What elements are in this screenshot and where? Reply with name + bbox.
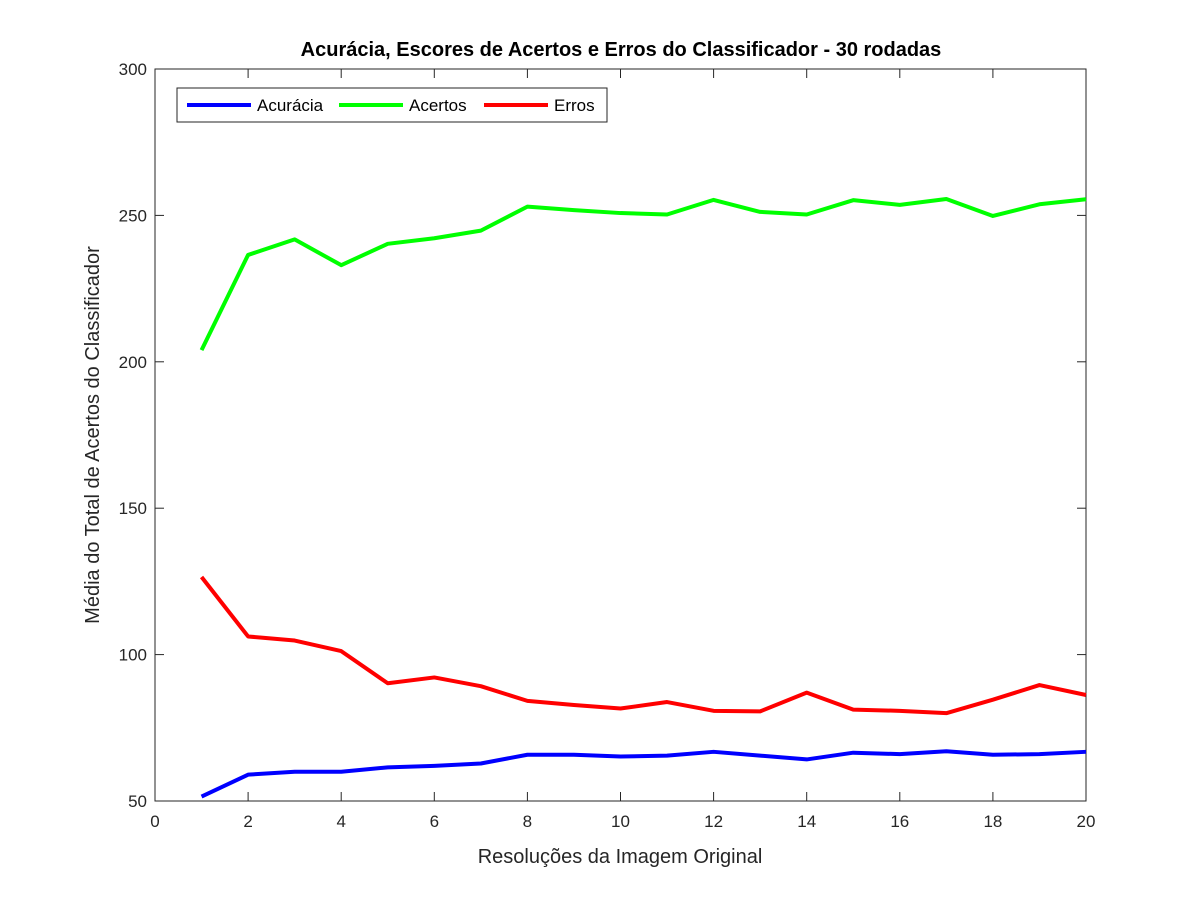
x-tick-label: 14 [797,812,816,831]
x-tick-label: 18 [983,812,1002,831]
x-tick-label: 12 [704,812,723,831]
legend: Acurácia Acertos Erros [176,87,608,123]
axes-box [154,68,1087,802]
legend-label-acuracia: Acurácia [257,96,324,115]
y-tick-label: 100 [119,646,147,665]
ticks-layer: 0 2 4 6 8 10 12 14 16 18 20 50 100 150 200 250 300 [119,60,1096,831]
x-tick-label: 6 [430,812,439,831]
series-line-acertos [199,197,1087,351]
plot-area: 0 2 4 6 8 10 12 14 16 18 20 50 100 150 200 250 300 [119,60,1096,831]
legend-label-acertos: Acertos [409,96,467,115]
x-tick-label: 2 [243,812,252,831]
y-tick-label: 200 [119,353,147,372]
series-line-erros [199,575,1087,716]
y-tick-label: 50 [128,792,147,811]
x-axis-label: Resoluções da Imagem Original [478,846,763,868]
series-layer [199,197,1087,799]
x-tick-label: 10 [611,812,630,831]
y-tick-label: 150 [119,499,147,518]
y-tick-label: 250 [119,206,147,225]
x-tick-label: 4 [336,812,345,831]
x-tick-label: 8 [523,812,532,831]
y-tick-label: 300 [119,60,147,79]
series-line-acuracia [200,749,1087,799]
x-tick-label: 0 [150,812,159,831]
y-axis-label: Média do Total de Acertos do Classificad… [82,246,104,624]
chart-title: Acurácia, Escores de Acertos e Erros do … [301,39,942,61]
legend-label-erros: Erros [554,96,595,115]
x-tick-label: 20 [1077,812,1096,831]
x-tick-label: 16 [890,812,909,831]
